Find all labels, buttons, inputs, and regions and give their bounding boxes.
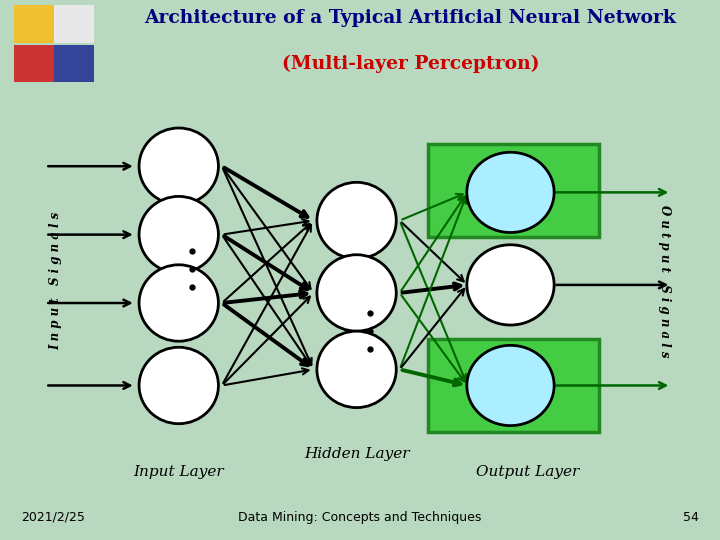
Text: I n p u t   S i g n a l s: I n p u t S i g n a l s (49, 212, 62, 350)
Bar (428, 144, 599, 237)
Ellipse shape (467, 152, 554, 233)
Bar (54, 45, 94, 82)
Text: 2021/2/25: 2021/2/25 (22, 510, 86, 524)
Ellipse shape (467, 346, 554, 426)
Text: O u t p u t   S i g n a l s: O u t p u t S i g n a l s (658, 205, 671, 357)
Ellipse shape (139, 265, 218, 341)
Text: Data Mining: Concepts and Techniques: Data Mining: Concepts and Techniques (238, 510, 482, 524)
Ellipse shape (139, 128, 218, 205)
Text: Architecture of a Typical Artificial Neural Network: Architecture of a Typical Artificial Neu… (145, 9, 676, 27)
Text: 54: 54 (683, 510, 698, 524)
Ellipse shape (467, 245, 554, 325)
Text: Output Layer: Output Layer (476, 465, 579, 479)
Bar (428, 339, 599, 432)
Ellipse shape (139, 197, 218, 273)
Text: Input Layer: Input Layer (133, 465, 224, 479)
Text: (Multi-layer Perceptron): (Multi-layer Perceptron) (282, 55, 539, 73)
Text: Hidden Layer: Hidden Layer (304, 447, 410, 461)
Bar (14, 45, 54, 82)
Ellipse shape (317, 331, 396, 408)
Bar (14, 5, 54, 43)
Bar (54, 5, 94, 43)
Ellipse shape (317, 255, 396, 331)
Ellipse shape (139, 347, 218, 424)
Ellipse shape (317, 183, 396, 259)
